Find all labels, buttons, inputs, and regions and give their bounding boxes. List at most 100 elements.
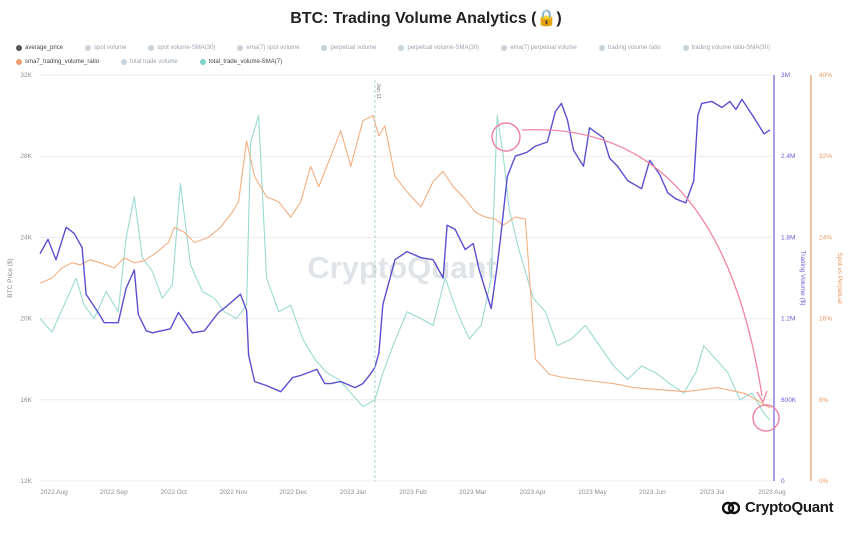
series-point-total_trade_volume-SMA(7) [302,338,303,339]
series-point-total_trade_volume-SMA(7) [519,250,520,251]
series-point-average_price [583,166,584,167]
series-point-total_trade_volume-SMA(7) [497,115,498,116]
series-point-average_price [82,247,83,248]
series-point-total_trade_volume-SMA(7) [106,291,107,292]
series-point-average_price [473,243,474,244]
series-point-average_price [324,383,325,384]
series-point-total_trade_volume-SMA(7) [669,383,670,384]
series-point-average_price [589,127,590,128]
series-point-average_price [547,141,548,142]
series-point-average_price [711,101,712,102]
series-point-sma7_trading_volume_ratio [394,176,395,177]
series-point-average_price [204,330,205,331]
legend-label: ema(7) perpetual volume [510,45,577,51]
series-point-total_trade_volume-SMA(7) [126,237,127,238]
legend-item[interactable]: total_trade_volume-SMA(7) [199,56,282,68]
series-point-sma7_trading_volume_ratio [503,225,504,226]
series-point-total_trade_volume-SMA(7) [641,365,642,366]
series-point-total_trade_volume-SMA(7) [751,392,752,393]
x-tick-label: 2023 Jun [639,489,666,496]
legend-item[interactable]: trading volume ratio [598,42,661,54]
ratio-tick-label: 40% [819,72,832,79]
series-point-total_trade_volume-SMA(7) [503,156,504,157]
ratio-tick-label: 24% [819,234,832,241]
series-point-average_price [573,150,574,151]
series-point-total_trade_volume-SMA(7) [420,318,421,319]
volume-tick-label: 1.8M [781,234,795,241]
series-point-total_trade_volume-SMA(7) [236,318,237,319]
series-point-average_price [701,103,702,104]
series-point-total_trade_volume-SMA(7) [84,305,85,306]
x-tick-label: 2022 Oct [160,489,187,496]
series-point-sma7_trading_volume_ratio [124,257,125,258]
series-point-total_trade_volume-SMA(7) [613,365,614,366]
legend-item[interactable]: ema(7) spot volume [237,42,299,54]
series-point-sma7_trading_volume_ratio [769,407,770,408]
legend-item[interactable]: ema(7) perpetual volume [501,42,577,54]
series-point-total_trade_volume-SMA(7) [481,325,482,326]
y-tick-label: 28K [20,153,32,160]
legend-swatch-icon [121,59,128,65]
series-point-average_price [66,227,67,228]
volume-tick-label: 3M [781,72,790,79]
series-point-total_trade_volume-SMA(7) [392,345,393,346]
chart-watermark: CryptoQuant [307,250,496,285]
series-point-average_price [280,391,281,392]
chart-title: BTC: Trading Volume Analytics (🔒) [290,10,562,27]
series-point-sma7_trading_volume_ratio [318,186,319,187]
y-tick-label: 12K [20,478,32,485]
legend-item[interactable]: spot volume-SMA(30) [148,42,215,54]
series-point-total_trade_volume-SMA(7) [39,318,40,319]
series-point-average_price [300,375,301,376]
series-point-average_price [378,353,379,354]
volume-tick-label: 0 [781,478,785,485]
series-point-average_price [729,101,730,102]
legend-item[interactable]: sma7_trading_volume_ratio [16,56,99,68]
series-point-average_price [603,137,604,138]
series-point-sma7_trading_volume_ratio [100,262,101,263]
legend-item[interactable]: perpetual volume [321,42,376,54]
series-point-average_price [98,312,99,313]
legend-item[interactable]: trading volume ratio-SMA(30) [682,42,770,54]
series-point-average_price [74,233,75,234]
legend-item[interactable]: average_price [16,42,63,54]
series-point-average_price [745,105,746,106]
legend-swatch-icon [148,45,155,51]
series-point-average_price [447,225,448,226]
legend-item[interactable]: spot volume [85,42,126,54]
legend-item[interactable]: total trade volume [121,56,178,68]
series-point-sma7_trading_volume_ratio [535,359,536,360]
series-point-sma7_trading_volume_ratio [232,211,233,212]
series-point-average_price [497,265,498,266]
x-tick-label: 2023 Mar [459,489,487,496]
series-point-sma7_trading_volume_ratio [39,283,40,284]
series-point-sma7_trading_volume_ratio [168,242,169,243]
series-point-average_price [561,103,562,104]
legend-item[interactable]: perpetual volume-SMA(30) [398,42,479,54]
series-point-total_trade_volume-SMA(7) [290,305,291,306]
series-point-average_price [735,109,736,110]
series-point-average_price [507,176,508,177]
series-point-average_price [146,330,147,331]
series-point-sma7_trading_volume_ratio [278,201,279,202]
series-point-average_price [753,117,754,118]
legend-label: average_price [25,45,64,51]
series-point-total_trade_volume-SMA(7) [695,372,696,373]
series-point-average_price [433,259,434,260]
series-point-total_trade_volume-SMA(7) [258,115,259,116]
series-point-average_price [420,257,421,258]
series-point-total_trade_volume-SMA(7) [445,277,446,278]
legend-label: spot volume-SMA(30) [157,45,216,51]
series-point-average_price [501,231,502,232]
series-point-average_price [218,312,219,313]
series-point-sma7_trading_volume_ratio [290,217,291,218]
series-point-sma7_trading_volume_ratio [633,387,634,388]
series-point-sma7_trading_volume_ratio [51,277,52,278]
series-point-total_trade_volume-SMA(7) [627,379,628,380]
series-point-total_trade_volume-SMA(7) [457,311,458,312]
series-point-average_price [152,332,153,333]
series-point-total_trade_volume-SMA(7) [202,291,203,292]
series-point-total_trade_volume-SMA(7) [683,392,684,393]
series-point-average_price [697,115,698,116]
series-point-average_price [39,253,40,254]
